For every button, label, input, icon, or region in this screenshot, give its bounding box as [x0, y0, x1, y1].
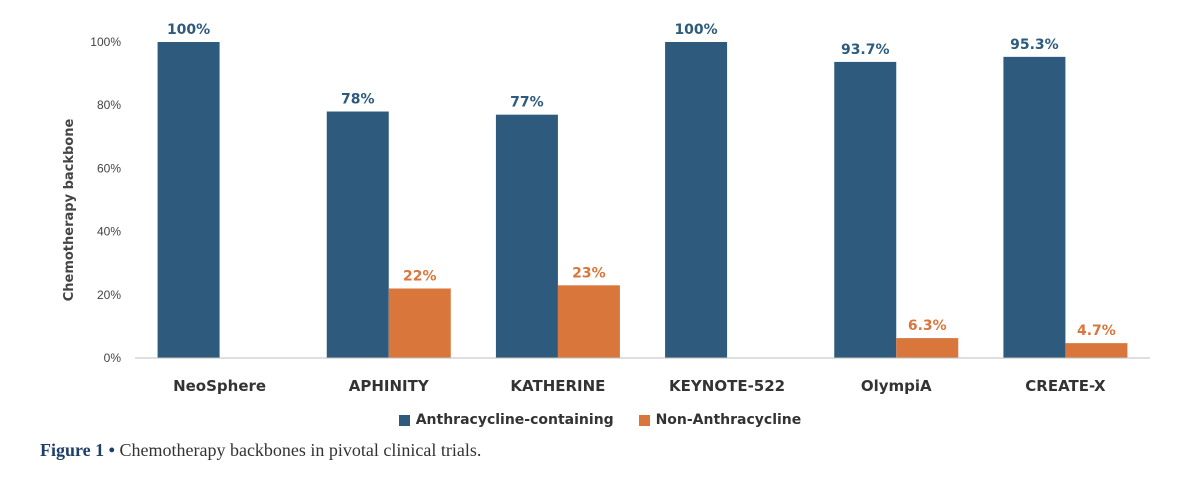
y-axis: 0% 20% 40% 60% 80% 100%: [90, 35, 121, 365]
bars: 100% 78% 22% 77% 23% 100% 93.7% 6.3% 95.3% 4.7%: [157, 22, 1128, 359]
bar-anthracycline: [1003, 56, 1066, 359]
bar-non-anthracycline: [388, 288, 451, 358]
legend-item-non-anthracycline: Non-Anthracycline: [638, 412, 802, 428]
bar-anthracycline: [834, 61, 897, 359]
bar-anthracycline: [326, 111, 389, 359]
data-label: 4.7%: [1077, 323, 1116, 339]
data-label: 23%: [572, 265, 606, 281]
legend-swatch-anthracycline: [398, 414, 410, 426]
y-tick-label: 60%: [97, 161, 121, 175]
figure-caption: Figure 1 • Chemotherapy backbones in piv…: [40, 440, 481, 461]
y-tick-label: 100%: [90, 35, 121, 49]
x-tick-label: KEYNOTE-522: [669, 377, 785, 395]
figure-label: Figure 1: [40, 440, 105, 460]
x-tick-label: APHINITY: [349, 377, 430, 395]
data-label: 100%: [674, 22, 717, 38]
data-label: 95.3%: [1010, 37, 1059, 53]
bar-non-anthracycline: [557, 285, 620, 358]
legend: Anthracycline-containing Non-Anthracycli…: [0, 412, 1200, 430]
x-tick-label: KATHERINE: [510, 377, 605, 395]
data-label: 78%: [341, 92, 375, 108]
bar-non-anthracycline: [896, 338, 959, 358]
data-label: 93.7%: [841, 42, 890, 58]
bar-anthracycline: [665, 42, 728, 358]
bar-anthracycline: [495, 114, 558, 359]
y-axis-label: Chemotherapy backbone: [62, 119, 77, 302]
legend-swatch-non-anthracycline: [638, 414, 650, 426]
legend-label-anthracycline: Anthracycline-containing: [415, 412, 614, 428]
caption-text: Chemotherapy backbones in pivotal clinic…: [119, 440, 482, 460]
data-label: 22%: [403, 268, 437, 284]
legend-item-anthracycline: Anthracycline-containing: [398, 412, 614, 428]
bar-anthracycline: [157, 42, 220, 358]
bar-chart: 0% 20% 40% 60% 80% 100% 100% 78% 22% 77% 23% 100% 9…: [62, 22, 1150, 395]
x-tick-label: NeoSphere: [173, 377, 266, 395]
x-axis: NeoSphere APHINITY KATHERINE KEYNOTE-522 Oly…: [135, 357, 1150, 395]
y-tick-label: 40%: [97, 225, 121, 239]
caption-bullet: •: [108, 440, 115, 460]
data-label: 77%: [510, 95, 544, 111]
y-tick-label: 0%: [104, 351, 122, 365]
data-label: 100%: [167, 22, 210, 38]
x-tick-label: OlympiA: [861, 377, 932, 395]
data-label: 6.3%: [908, 318, 947, 334]
bar-non-anthracycline: [1065, 343, 1128, 358]
x-tick-label: CREATE-X: [1025, 377, 1106, 395]
y-tick-label: 20%: [97, 288, 121, 302]
legend-label-non-anthracycline: Non-Anthracycline: [655, 412, 802, 428]
y-tick-label: 80%: [97, 98, 121, 112]
